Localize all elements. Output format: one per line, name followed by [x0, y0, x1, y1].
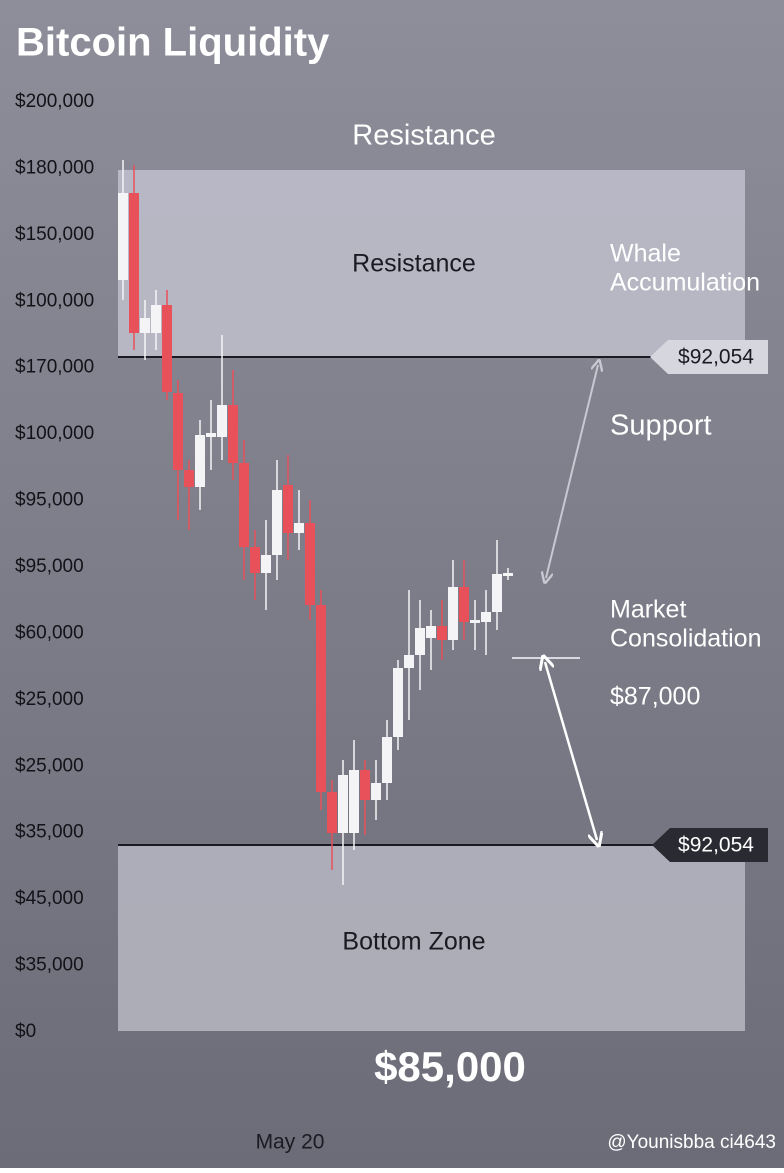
- bottom-zone: [118, 845, 745, 1031]
- y-tick-label: $35,000: [15, 822, 84, 843]
- candle-body: [448, 587, 458, 640]
- candle-body: [228, 405, 238, 463]
- x-tick-label: May 20: [256, 1131, 325, 1154]
- arrow: [546, 365, 598, 578]
- y-tick-label: $60,000: [15, 622, 84, 643]
- resistance-zone: [118, 170, 745, 357]
- chart-title: Bitcoin Liquidity: [16, 21, 330, 65]
- candle-body: [206, 433, 216, 437]
- candle-body: [151, 305, 161, 333]
- candle-body: [492, 574, 502, 612]
- y-tick-label: $35,000: [15, 955, 84, 976]
- annotation: Consolidation: [610, 625, 762, 653]
- candle-body: [162, 305, 172, 392]
- price-tag-label: $92,054: [678, 834, 754, 857]
- candle-body: [294, 523, 304, 533]
- y-tick-label: $200,000: [15, 91, 94, 112]
- candle-body: [173, 393, 183, 470]
- price-tag: [650, 340, 768, 374]
- annotation: $85,000: [374, 1043, 526, 1090]
- y-tick-label: $0: [15, 1021, 36, 1042]
- price-tag-label: $92,054: [678, 346, 754, 369]
- candle-body: [305, 523, 315, 605]
- y-tick-label: $95,000: [15, 556, 84, 577]
- y-tick-label: $25,000: [15, 689, 84, 710]
- candle-body: [503, 573, 513, 576]
- candle-body: [415, 628, 425, 655]
- annotation: Bottom Zone: [342, 928, 485, 956]
- annotation: Whale: [610, 240, 681, 268]
- annotation: Resistance: [352, 250, 476, 278]
- watermark: @Younisbba ci4643: [607, 1132, 776, 1153]
- arrow: [545, 662, 597, 840]
- candle-body: [195, 435, 205, 487]
- price-tag: [652, 828, 768, 862]
- y-tick-label: $150,000: [15, 224, 94, 245]
- y-tick-label: $25,000: [15, 755, 84, 776]
- candle-body: [217, 405, 227, 437]
- annotation: Market: [610, 596, 686, 624]
- candle-body: [283, 485, 293, 533]
- candle-body: [437, 626, 447, 640]
- candle-body: [470, 620, 480, 623]
- candle-body: [250, 547, 260, 573]
- candle-body: [129, 193, 139, 333]
- y-tick-label: $100,000: [15, 423, 94, 444]
- candle-body: [382, 737, 392, 783]
- candle-body: [118, 193, 128, 280]
- y-tick-label: $45,000: [15, 888, 84, 909]
- candle-body: [239, 463, 249, 547]
- candle-body: [140, 318, 150, 333]
- candles: [118, 160, 513, 885]
- candle-body: [184, 470, 194, 487]
- candle-body: [426, 626, 436, 638]
- candle-body: [360, 770, 370, 800]
- candle-body: [338, 775, 348, 833]
- candle-body: [459, 587, 469, 622]
- candle-body: [327, 792, 337, 833]
- candle-body: [371, 783, 381, 800]
- y-tick-label: $95,000: [15, 490, 84, 511]
- candle-body: [393, 668, 403, 737]
- annotation: $87,000: [610, 683, 700, 711]
- y-tick-label: $170,000: [15, 357, 94, 378]
- candle-body: [261, 555, 271, 573]
- candle-body: [316, 605, 326, 792]
- y-tick-label: $180,000: [15, 157, 94, 178]
- candle-body: [481, 612, 491, 622]
- annotation: Resistance: [352, 120, 495, 152]
- annotation: Accumulation: [610, 269, 760, 297]
- y-tick-label: $100,000: [15, 290, 94, 311]
- candle-body: [349, 770, 359, 833]
- candle-body: [404, 655, 414, 668]
- candle-body: [272, 490, 282, 555]
- annotation: Support: [610, 410, 712, 442]
